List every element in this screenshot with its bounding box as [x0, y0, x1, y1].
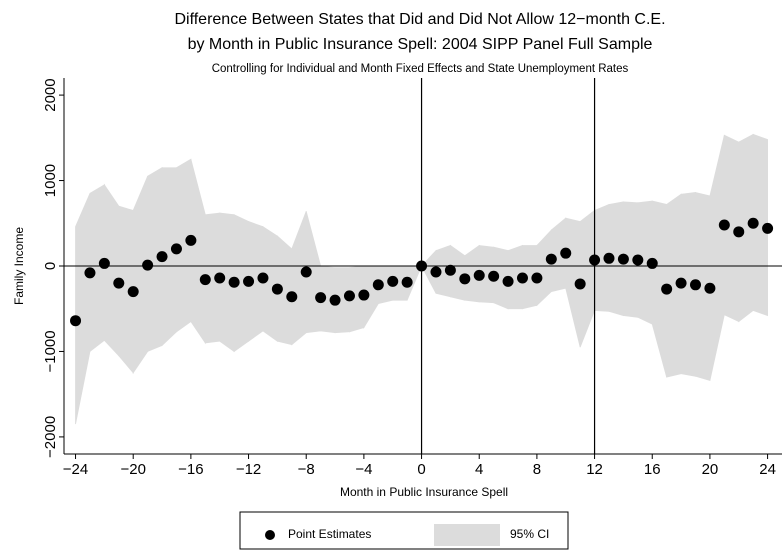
point-estimate: [372, 279, 384, 291]
point-estimate: [142, 259, 154, 271]
legend-box: [239, 511, 569, 550]
point-estimate: [733, 226, 745, 238]
legend-swatch: [434, 524, 500, 546]
point-estimate: [387, 275, 399, 287]
x-tick-label: −16: [178, 461, 203, 478]
point-estimate: [214, 272, 226, 284]
point-estimate: [675, 277, 687, 289]
point-estimate: [185, 234, 197, 246]
point-estimate: [459, 273, 471, 285]
point-estimate: [718, 219, 730, 231]
point-estimate: [271, 283, 283, 295]
point-estimate: [574, 278, 586, 290]
ci-band: [709, 135, 725, 381]
point-estimate: [502, 275, 514, 287]
legend-label: Point Estimates: [288, 527, 371, 541]
point-estimate: [689, 279, 701, 291]
ci-band: [262, 225, 278, 342]
chart-title-line2: by Month in Public Insurance Spell: 2004…: [188, 36, 653, 53]
point-estimate: [243, 275, 255, 287]
chart-title: Difference Between States that Did and D…: [174, 11, 665, 28]
point-estimate: [98, 257, 110, 269]
x-axis-title: Month in Public Insurance Spell: [340, 485, 508, 499]
y-axis-title: Family Income: [12, 227, 26, 305]
point-estimate: [127, 286, 139, 298]
point-estimate: [747, 217, 759, 229]
x-tick-label: 12: [586, 461, 603, 478]
point-estimate: [444, 264, 456, 276]
ci-band: [291, 211, 307, 346]
point-estimate: [170, 243, 182, 255]
ci-band: [536, 229, 552, 307]
point-estimate: [343, 290, 355, 302]
point-estimate: [473, 269, 485, 281]
point-estimate: [300, 266, 312, 278]
point-estimate: [430, 266, 442, 278]
point-estimate: [84, 267, 96, 279]
x-tick-label: 8: [533, 461, 541, 478]
y-tick-label: 2000: [42, 78, 59, 111]
point-estimate: [589, 254, 601, 266]
y-tick-label: 1000: [42, 164, 59, 197]
point-estimate: [156, 251, 168, 263]
point-estimate: [545, 253, 557, 265]
point-estimate: [617, 253, 629, 265]
ci-band: [190, 159, 206, 345]
point-estimate: [315, 292, 327, 304]
chart-subtitle: Controlling for Individual and Month Fix…: [212, 63, 629, 75]
x-tick-label: −4: [355, 461, 372, 478]
point-estimate: [329, 294, 341, 306]
point-estimate: [646, 257, 658, 269]
point-estimate: [257, 272, 269, 284]
ci-band: [752, 133, 768, 317]
point-estimate: [416, 260, 428, 272]
point-estimate: [488, 270, 500, 282]
ci-band: [579, 209, 595, 348]
point-estimate: [228, 276, 240, 288]
point-estimate: [113, 277, 125, 289]
ci-band: [132, 176, 149, 375]
point-estimate: [286, 291, 298, 303]
y-tick-label: −1000: [42, 330, 59, 372]
x-tick-label: 0: [417, 461, 425, 478]
x-tick-label: 20: [702, 461, 719, 478]
legend-marker: [265, 530, 275, 540]
x-tick-label: −24: [63, 461, 88, 478]
point-estimate: [603, 252, 615, 264]
point-estimate: [661, 283, 673, 295]
x-tick-label: 4: [475, 461, 483, 478]
ci-band: [75, 193, 91, 425]
point-estimate: [199, 274, 211, 286]
point-estimate: [632, 254, 644, 266]
y-tick-label: −2000: [42, 416, 59, 458]
point-estimate: [762, 222, 774, 234]
x-tick-label: −20: [120, 461, 145, 478]
point-estimate: [401, 276, 413, 288]
point-estimate: [358, 289, 370, 301]
x-tick-label: 24: [759, 461, 776, 478]
y-tick-label: 0: [42, 262, 59, 270]
point-estimate: [531, 272, 543, 284]
legend-label: 95% CI: [510, 527, 549, 541]
x-tick-label: 16: [644, 461, 661, 478]
point-estimate: [516, 272, 528, 284]
point-estimate: [70, 315, 82, 327]
point-estimate: [560, 247, 572, 259]
point-estimate: [704, 282, 716, 294]
ci-band: [103, 183, 120, 357]
x-tick-label: −8: [298, 461, 315, 478]
x-tick-label: −12: [236, 461, 261, 478]
